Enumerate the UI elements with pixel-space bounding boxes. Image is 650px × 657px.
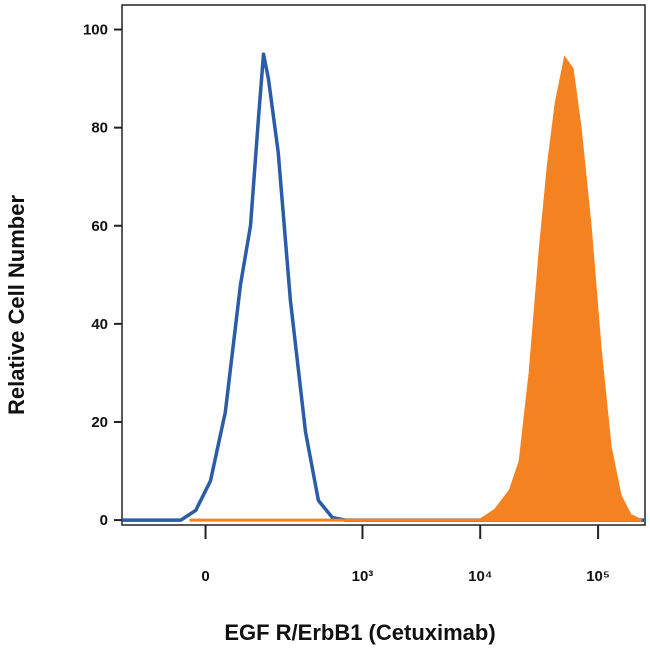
plot-frame bbox=[121, 4, 646, 526]
y-tick-label: 20 bbox=[91, 414, 108, 431]
x-axis-title: EGF R/ErbB1 (Cetuximab) bbox=[224, 620, 495, 645]
axes: 0 20 40 60 80 100 0 10³ 10⁴ 10⁵ bbox=[83, 22, 610, 585]
y-tick-label: 0 bbox=[100, 512, 108, 529]
y-tick-label: 100 bbox=[83, 22, 108, 39]
plot-area bbox=[122, 52, 645, 523]
histogram-line bbox=[122, 52, 645, 522]
x-tick-label: 10⁴ bbox=[468, 568, 492, 585]
y-tick-label: 40 bbox=[91, 316, 108, 333]
x-tick-label: 0 bbox=[201, 568, 209, 585]
histogram-area bbox=[189, 55, 642, 523]
y-axis-title: Relative Cell Number bbox=[4, 195, 29, 416]
x-tick-label: 10⁵ bbox=[586, 568, 610, 585]
y-tick-label: 80 bbox=[91, 120, 108, 137]
x-tick-label: 10³ bbox=[352, 568, 374, 585]
y-tick-label: 60 bbox=[91, 218, 108, 235]
